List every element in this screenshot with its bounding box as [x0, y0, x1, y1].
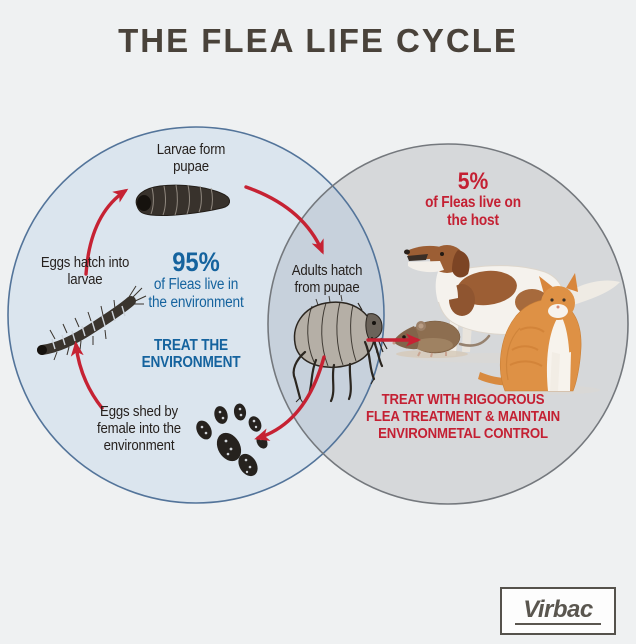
environment-circle-border [7, 126, 385, 504]
virbac-logo-underline [515, 622, 601, 625]
host-percent: 5% [457, 168, 489, 195]
cat-image [478, 273, 600, 395]
label-eggs-shed: Eggs shed by female into the environment [97, 403, 181, 454]
label-adults-hatch: Adults hatch from pupae [291, 262, 363, 296]
page-title: THE FLEA LIFE CYCLE [118, 22, 518, 59]
arrow-pupae-to-adults [244, 185, 324, 255]
treat-host-callout: TREAT WITH RIGOOROUS FLEA TREATMENT & MA… [365, 391, 561, 442]
egg-cluster-illustration [196, 403, 268, 477]
arrow-eggs-to-larvae [70, 341, 104, 410]
larva-illustration [37, 285, 147, 361]
arrow-larvae-to-pupae [84, 188, 129, 276]
flea-illustration [292, 294, 388, 404]
environment-percent: 95% [172, 247, 220, 277]
pupa-illustration [135, 184, 230, 216]
environment-stat: 95% of Fleas live in the environment [130, 248, 262, 312]
virbac-logo-text: Virbac [523, 595, 593, 623]
virbac-logo: Virbac [500, 587, 616, 635]
host-circle-border [267, 143, 629, 505]
host-stat: 5% of Fleas live on the host [407, 169, 539, 230]
arrow-adults-to-eggs-shed [254, 355, 326, 441]
treat-environment-callout: TREAT THE ENVIRONMENT [141, 337, 241, 371]
label-larvae-form-pupae: Larvae form pupae [156, 141, 226, 175]
label-eggs-hatch: Eggs hatch into larvae [40, 254, 130, 288]
